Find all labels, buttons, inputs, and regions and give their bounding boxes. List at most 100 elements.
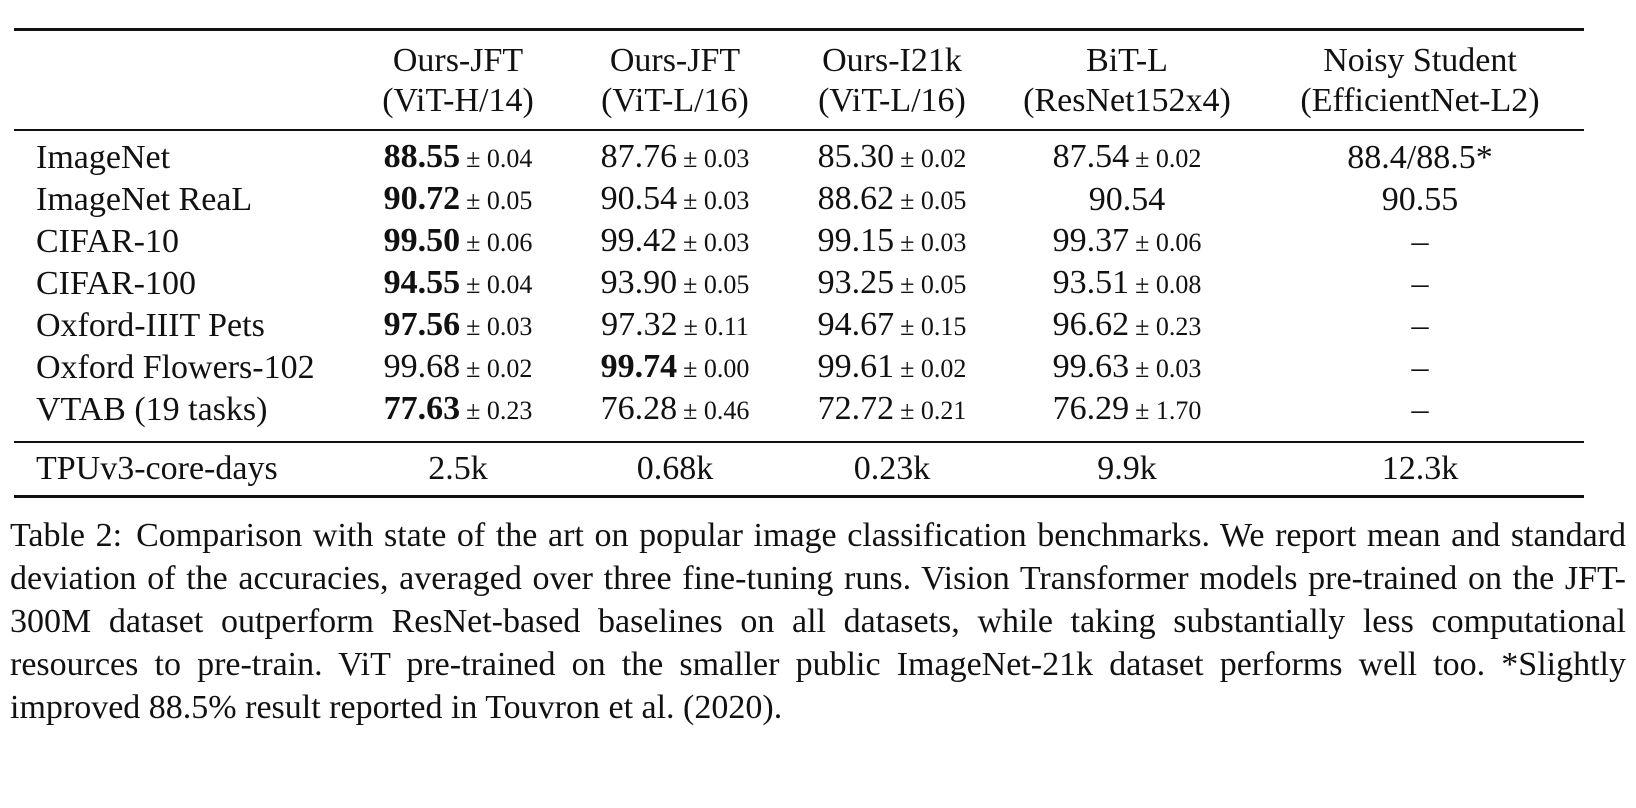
compute-cell: 12.3k <box>1381 450 1459 487</box>
result-value: 99.61 <box>817 348 895 385</box>
dataset-name: Oxford Flowers-102 <box>36 349 315 386</box>
result-cell: 90.54 <box>998 179 1256 221</box>
caption-label: Table 2: <box>10 517 123 554</box>
header-corner <box>14 31 352 81</box>
compute-table: TPUv3-core-days 2.5k 0.68k 0.23k 9.9k 12… <box>14 443 1584 495</box>
std-dev: ± 0.04 <box>466 270 533 299</box>
result-cell: 93.51 ± 0.08 <box>998 263 1256 305</box>
result-value: 76.28 <box>600 390 678 427</box>
result-value: 96.62 <box>1052 306 1130 343</box>
std-dev: ± 0.03 <box>683 228 750 257</box>
result-cell: 90.54 ± 0.03 <box>564 179 786 221</box>
std-dev: ± 0.08 <box>1135 270 1202 299</box>
result-cell: 87.76 ± 0.03 <box>564 137 786 179</box>
result-cell: – <box>1256 263 1584 305</box>
header-rule <box>14 129 1584 131</box>
result-value: 99.37 <box>1052 222 1130 259</box>
dataset-name: ImageNet ReaL <box>36 181 253 218</box>
results-body: ImageNet 88.55 ± 0.04 87.76 ± 0.03 85.30 ± 0.0… <box>14 137 1584 431</box>
result-value: – <box>1411 265 1429 302</box>
result-value: 90.54 <box>1088 181 1166 218</box>
result-cell: 99.61 ± 0.02 <box>786 347 998 389</box>
std-dev: ± 0.05 <box>466 186 533 215</box>
std-dev: ± 0.03 <box>683 186 750 215</box>
result-value: 88.4/88.5* <box>1347 139 1493 176</box>
column-subheader: (ViT-L/16) <box>818 82 966 119</box>
table-row: ImageNet ReaL 90.72 ± 0.05 90.54 ± 0.03 88.62… <box>14 179 1584 221</box>
result-value: 85.30 <box>817 138 895 175</box>
result-cell: 87.54 ± 0.02 <box>998 137 1256 179</box>
result-value: 93.25 <box>817 264 895 301</box>
column-subheader: (ResNet152x4) <box>1023 82 1231 119</box>
result-cell: – <box>1256 389 1584 431</box>
header-row-2: (ViT-H/14) (ViT-L/16) (ViT-L/16) (ResNet… <box>14 81 1584 129</box>
std-dev: ± 0.05 <box>683 270 750 299</box>
std-dev: ± 0.21 <box>900 396 967 425</box>
result-cell: 90.72 ± 0.05 <box>352 179 564 221</box>
result-cell: – <box>1256 221 1584 263</box>
std-dev: ± 0.02 <box>466 354 533 383</box>
result-cell: 99.63 ± 0.03 <box>998 347 1256 389</box>
results-table: Ours-JFT Ours-JFT Ours-I21k BiT-L Noisy … <box>14 28 1584 498</box>
std-dev: ± 0.23 <box>466 396 533 425</box>
result-cell: 93.25 ± 0.05 <box>786 263 998 305</box>
std-dev: ± 0.03 <box>1135 354 1202 383</box>
result-cell: 85.30 ± 0.02 <box>786 137 998 179</box>
result-cell: 99.50 ± 0.06 <box>352 221 564 263</box>
std-dev: ± 0.05 <box>900 186 967 215</box>
table-row: VTAB (19 tasks) 77.63 ± 0.23 76.28 ± 0.46 72.… <box>14 389 1584 431</box>
result-value: – <box>1411 307 1429 344</box>
result-value: 99.15 <box>817 222 895 259</box>
result-cell: 88.4/88.5* <box>1256 137 1584 179</box>
result-value: 94.67 <box>817 306 895 343</box>
best-value: 99.50 <box>383 222 461 259</box>
compute-cell: 9.9k <box>1097 450 1157 487</box>
table-row: Oxford-IIIT Pets 97.56 ± 0.03 97.32 ± 0.11 94… <box>14 305 1584 347</box>
std-dev: ± 0.15 <box>900 312 967 341</box>
best-value: 90.72 <box>383 180 461 217</box>
compute-cell: 0.23k <box>853 450 931 487</box>
dataset-name: CIFAR-10 <box>36 223 179 260</box>
compute-cell: 2.5k <box>428 450 488 487</box>
std-dev: ± 0.03 <box>466 312 533 341</box>
result-value: – <box>1411 391 1429 428</box>
result-cell: 97.56 ± 0.03 <box>352 305 564 347</box>
result-value: 76.29 <box>1052 390 1130 427</box>
std-dev: ± 0.03 <box>900 228 967 257</box>
result-value: – <box>1411 349 1429 386</box>
column-header: Noisy Student <box>1323 42 1517 79</box>
result-cell: – <box>1256 305 1584 347</box>
std-dev: ± 0.02 <box>900 144 967 173</box>
result-cell: 99.37 ± 0.06 <box>998 221 1256 263</box>
result-cell: 88.62 ± 0.05 <box>786 179 998 221</box>
best-value: 99.74 <box>600 348 678 385</box>
std-dev: ± 0.02 <box>900 354 967 383</box>
std-dev: ± 0.06 <box>466 228 533 257</box>
result-cell: 96.62 ± 0.23 <box>998 305 1256 347</box>
result-value: – <box>1411 223 1429 260</box>
compute-row: TPUv3-core-days 2.5k 0.68k 0.23k 9.9k 12… <box>14 443 1584 495</box>
results-grid: Ours-JFT Ours-JFT Ours-I21k BiT-L Noisy … <box>14 31 1584 129</box>
std-dev: ± 0.05 <box>900 270 967 299</box>
best-value: 97.56 <box>383 306 461 343</box>
dataset-name: CIFAR-100 <box>36 265 196 302</box>
column-header: Ours-JFT <box>609 42 741 79</box>
std-dev: ± 0.03 <box>683 144 750 173</box>
column-header: Ours-JFT <box>392 42 524 79</box>
compute-cell: 0.68k <box>636 450 714 487</box>
compute-rule <box>14 441 1584 443</box>
result-value: 93.51 <box>1052 264 1130 301</box>
table-row: ImageNet 88.55 ± 0.04 87.76 ± 0.03 85.30 ± 0.0… <box>14 137 1584 179</box>
column-header: BiT-L <box>1086 42 1168 79</box>
result-cell: 94.55 ± 0.04 <box>352 263 564 305</box>
best-value: 77.63 <box>383 390 461 427</box>
table-row: Oxford Flowers-102 99.68 ± 0.02 99.74 ± 0.00… <box>14 347 1584 389</box>
dataset-name: Oxford-IIIT Pets <box>36 307 265 344</box>
table-caption: Table 2: Comparison with state of the art… <box>10 514 1626 729</box>
column-subheader: (ViT-H/14) <box>382 82 534 119</box>
result-value: 90.55 <box>1381 181 1459 218</box>
result-value: 87.54 <box>1052 138 1130 175</box>
result-value: 88.62 <box>817 180 895 217</box>
result-cell: 99.42 ± 0.03 <box>564 221 786 263</box>
result-cell: 97.32 ± 0.11 <box>564 305 786 347</box>
